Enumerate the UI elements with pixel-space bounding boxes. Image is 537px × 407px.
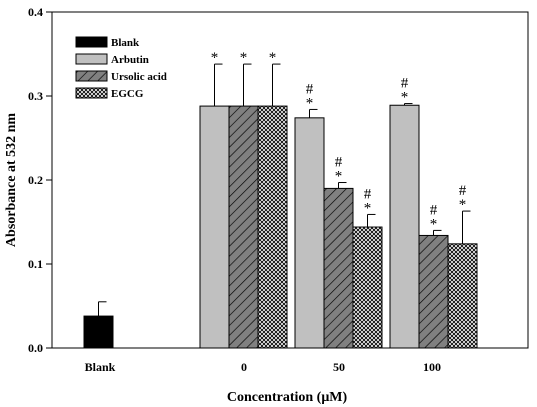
- x-tick-label: 0: [241, 360, 247, 374]
- asterisk-mark: *: [459, 197, 467, 213]
- asterisk-mark: *: [306, 95, 314, 111]
- legend-label: Arbutin: [111, 54, 149, 66]
- x-tick-label: 100: [423, 360, 441, 374]
- bar-egcg: [447, 243, 478, 349]
- hash-mark: #: [401, 76, 409, 92]
- bars: [83, 104, 478, 349]
- hash-mark: #: [335, 155, 343, 171]
- bar-ursolic-acid: [418, 234, 449, 349]
- asterisk-mark: *: [269, 50, 277, 66]
- bar-arbutin: [199, 105, 230, 349]
- legend-swatch: [75, 36, 108, 48]
- asterisk-mark: *: [240, 50, 248, 66]
- x-tick-label: 50: [333, 360, 345, 374]
- asterisk-mark: *: [335, 169, 343, 185]
- asterisk-mark: *: [211, 50, 219, 66]
- asterisk-mark: *: [430, 216, 438, 232]
- x-tick-label: Blank: [85, 360, 116, 374]
- y-tick-label: 0.2: [28, 173, 43, 187]
- bar-egcg: [257, 105, 288, 349]
- hash-mark: #: [364, 186, 372, 202]
- x-axis-ticks: Blank 0 50 100: [85, 360, 441, 374]
- error-bars: [98, 63, 471, 317]
- bar-arbutin: [294, 117, 325, 349]
- y-tick-label: 0.1: [28, 257, 43, 271]
- y-axis-ticks: 0.0 0.1 0.2 0.3 0.4: [28, 5, 52, 355]
- bar-ursolic-acid: [323, 187, 354, 349]
- asterisk-mark: *: [364, 200, 372, 216]
- legend-label: Ursolic acid: [111, 71, 167, 83]
- asterisk-mark: *: [401, 90, 409, 106]
- legend-label: Blank: [111, 37, 140, 49]
- legend-label: EGCG: [111, 88, 144, 100]
- bar-ursolic-acid: [228, 105, 259, 349]
- legend-swatch: [75, 87, 108, 99]
- hash-mark: #: [430, 202, 438, 218]
- legend: Blank Arbutin Ursolic acid EGCG: [75, 36, 167, 100]
- y-tick-label: 0.3: [28, 89, 43, 103]
- hash-mark: #: [459, 183, 467, 199]
- x-axis-title: Concentration (μM): [227, 390, 348, 405]
- legend-swatch: [75, 53, 108, 65]
- significance-marks: **#*#**#*#**#*#: [211, 50, 467, 232]
- y-axis-title: Absorbance at 532 nm: [4, 113, 19, 248]
- hash-mark: #: [306, 81, 314, 97]
- bar-egcg: [352, 226, 383, 349]
- bar-blank: [83, 315, 114, 349]
- legend-swatch: [75, 70, 108, 82]
- y-tick-label: 0.4: [28, 5, 43, 19]
- bar-arbutin: [389, 104, 420, 349]
- y-tick-label: 0.0: [28, 341, 43, 355]
